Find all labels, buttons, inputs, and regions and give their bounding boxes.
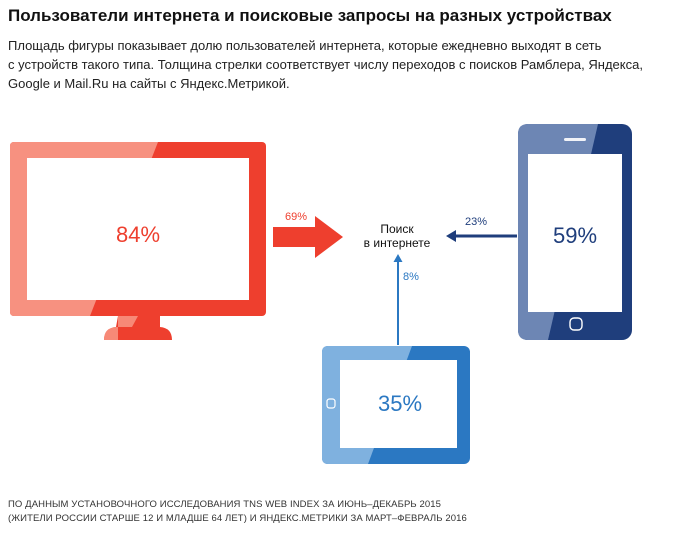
tablet: 35%	[322, 346, 470, 464]
description-line-3: Google и Mail.Ru на сайты с Яндекс.Метри…	[8, 76, 290, 91]
internet-search-label: Поиск в интернете	[352, 222, 442, 250]
desktop-arrow-label: 69%	[285, 211, 307, 223]
desktop-share-label: 84%	[116, 222, 160, 247]
tablet-arrow-shape	[393, 254, 403, 345]
desktop-arrow-shape	[273, 216, 343, 258]
phone-home-button	[569, 317, 583, 331]
monitor-screen	[27, 158, 249, 300]
internet-search-line-2: в интернете	[363, 236, 431, 250]
description-line-1: Площадь фигуры показывает долю пользоват…	[8, 38, 602, 53]
source-note-line-1: ПО ДАННЫМ УСТАНОВОЧНОГО ИССЛЕДОВАНИЯ TNS…	[8, 499, 441, 510]
desktop-arrow: 69%	[273, 211, 343, 258]
tablet-arrow-label: 8%	[403, 271, 419, 283]
monitor-stand-highlight	[104, 316, 138, 340]
description-line-2: с устройств такого типа. Толщина стрелки…	[8, 57, 643, 72]
phone-screen	[528, 154, 622, 312]
description: Площадь фигуры показывает долю пользоват…	[8, 36, 692, 93]
source-note-line-2: (ЖИТЕЛИ РОССИИ СТАРШЕ 12 И МЛАДШЕ 64 ЛЕТ…	[8, 513, 467, 524]
phone-speaker	[564, 138, 586, 141]
tablet-screen	[340, 360, 457, 448]
smartphone: 59%	[518, 124, 632, 340]
tablet-share-label: 35%	[378, 391, 422, 416]
tablet-arrow: 8%	[393, 254, 419, 345]
page-title: Пользователи интернета и поисковые запро…	[8, 6, 612, 25]
phone-arrow-shape	[446, 230, 517, 242]
desktop-monitor: 84%	[10, 142, 266, 340]
tablet-home-button	[326, 398, 336, 409]
internet-search-line-1: Поиск	[380, 222, 414, 236]
phone-arrow-label: 23%	[465, 216, 487, 228]
phone-arrow: 23%	[446, 216, 517, 242]
source-note: ПО ДАННЫМ УСТАНОВОЧНОГО ИССЛЕДОВАНИЯ TNS…	[8, 498, 467, 526]
phone-share-label: 59%	[553, 223, 597, 248]
